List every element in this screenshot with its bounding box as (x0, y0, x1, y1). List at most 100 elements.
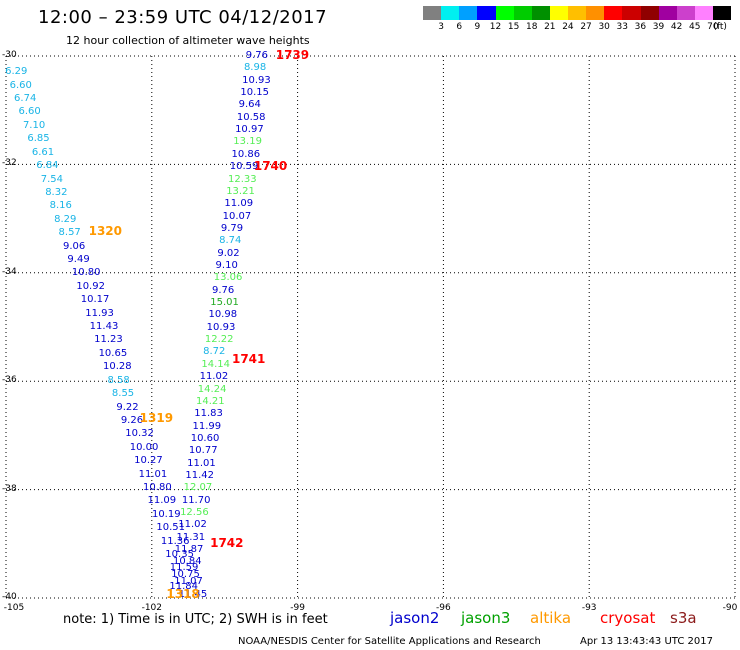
wave-height-value: 10.60 (190, 432, 220, 444)
longitude-tick-label: -99 (290, 603, 305, 613)
legend-swatch (694, 6, 713, 20)
satellite-legend-item: s3a (670, 609, 697, 627)
wave-height-value: 10.86 (231, 148, 261, 160)
longitude-tick-label: -102 (141, 603, 163, 613)
wave-height-value: 8.55 (111, 388, 135, 400)
wave-height-value: 15.01 (210, 297, 239, 309)
wave-height-value: 10.84 (172, 556, 202, 568)
legend-swatch (423, 6, 442, 20)
satellite-legend-item: altika (530, 609, 572, 627)
wave-height-value: 8.74 (219, 235, 242, 247)
wave-height-value: 9.10 (215, 259, 238, 271)
legend-label: (ft) (713, 22, 727, 32)
legend-label: 70 (707, 22, 719, 32)
wave-height-value: 10.28 (103, 361, 132, 373)
wave-height-value: 11.31 (176, 531, 206, 543)
legend-swatch (495, 6, 514, 20)
footer-credit: NOAA/NESDIS Center for Satellite Applica… (238, 636, 541, 647)
pass-number-label: 1741 (231, 351, 266, 366)
wave-height-value: 11.01 (187, 457, 216, 469)
latitude-tick-label: -32 (2, 158, 17, 169)
latitude-tick-label: -36 (2, 375, 17, 386)
pass-number-label: 1740 (253, 159, 288, 174)
wave-height-value: 11.36 (160, 535, 190, 547)
wave-height-value: 10.80 (71, 267, 101, 279)
wave-height-value: 8.58 (107, 374, 130, 386)
wave-height-value: 8.32 (45, 186, 68, 198)
legend-label: 12 (489, 22, 502, 32)
wave-height-value: 12.33 (227, 173, 257, 185)
wave-height-value: 14.24 (197, 383, 227, 395)
wave-height-value: 10.98 (208, 309, 238, 321)
satellite-legend-item: jason2 (390, 609, 440, 627)
wave-height-value: 11.09 (224, 198, 254, 210)
wave-height-value: 13.21 (226, 185, 255, 197)
wave-height-value: 10.19 (151, 508, 181, 520)
wave-height-value: 11.70 (181, 494, 211, 506)
legend-label: 18 (525, 22, 538, 32)
legend-swatch (531, 6, 550, 20)
wave-height-value: 11.02 (199, 371, 229, 383)
wave-height-value: 11.87 (174, 544, 204, 556)
wave-height-value: 11.23 (94, 334, 123, 346)
legend-label: 21 (544, 22, 556, 32)
legend-swatch (441, 6, 460, 20)
wave-height-value: 10.15 (240, 87, 270, 99)
legend-swatch (604, 6, 623, 20)
wave-height-value: 11.43 (89, 321, 119, 333)
latitude-tick-label: -40 (2, 592, 17, 602)
wave-height-value: 13.19 (233, 136, 262, 148)
pass-number-label: 1742 (210, 535, 244, 550)
wave-height-value: 8.98 (243, 62, 267, 74)
satellite-legend-item: jason3 (461, 609, 511, 627)
wave-height-value: 10.92 (76, 280, 105, 292)
wave-height-value: 10.51 (156, 522, 186, 534)
longitude-tick-label: -105 (3, 603, 25, 613)
legend-label: 3 (438, 22, 444, 32)
legend-swatch (549, 6, 568, 20)
wave-height-value: 9.79 (220, 222, 244, 234)
pass-number-label: 1319 (139, 411, 174, 426)
legend-label: 30 (598, 22, 610, 32)
legend-label: 33 (616, 22, 629, 32)
longitude-tick-label: -96 (436, 603, 451, 613)
legend-swatch (622, 6, 641, 20)
page-subtitle: 12 hour collection of altimeter wave hei… (66, 34, 310, 47)
legend-label: 45 (689, 22, 701, 32)
wave-height-value: 13.06 (213, 272, 243, 284)
wave-height-value: 11.02 (178, 519, 207, 531)
wave-height-value: 11.59 (169, 562, 199, 574)
legend-swatch (568, 6, 587, 20)
legend-label: 6 (456, 22, 463, 32)
legend-swatch (459, 6, 478, 20)
wave-height-value: 11.99 (192, 420, 222, 432)
wave-height-value: 10.97 (235, 124, 264, 136)
legend-swatch (676, 6, 695, 20)
page-title: 12:00 – 23:59 UTC 04/12/2017 (38, 7, 328, 28)
wave-height-value: 6.60 (9, 79, 32, 91)
wave-height-value: 11.45 (178, 589, 208, 601)
wave-height-value: 6.84 (36, 160, 59, 172)
wave-height-value: 6.29 (5, 66, 28, 78)
wave-height-value: 9.76 (212, 284, 235, 296)
wave-height-value: 10.00 (129, 441, 159, 453)
wave-height-value: 9.06 (62, 240, 86, 252)
color-scale-labels: 3 6 9 12 15 18 21 24 27 30 33 36 39 42 45 70 (ft) (423, 22, 731, 34)
legend-swatch (477, 6, 496, 20)
wave-height-value: 14.14 (201, 358, 230, 370)
legend-label: 36 (634, 22, 647, 32)
legend-swatch (658, 6, 677, 20)
legend-swatch (640, 6, 659, 20)
wave-height-value: 6.85 (27, 133, 50, 145)
wave-height-value: 7.54 (40, 173, 63, 185)
wave-height-value: 10.58 (236, 111, 266, 123)
legend-label: 27 (580, 22, 592, 32)
wave-height-value: 10.07 (222, 210, 252, 222)
wave-height-value: 9.76 (245, 50, 268, 61)
legend-swatch (586, 6, 605, 20)
wave-height-value: 10.93 (242, 74, 271, 86)
wave-height-value: 8.29 (54, 213, 77, 225)
wave-height-value: 6.74 (14, 93, 37, 105)
footer-note: note: 1) Time is in UTC; 2) SWH is in fe… (63, 612, 328, 627)
wave-height-value: 9.49 (67, 254, 90, 265)
